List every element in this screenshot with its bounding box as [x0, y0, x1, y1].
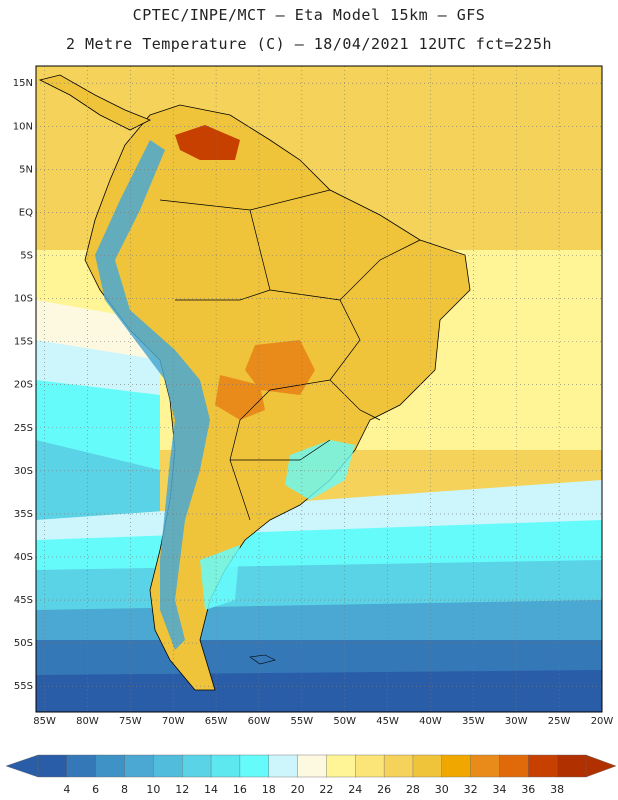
latitude-label: 25S	[14, 423, 33, 434]
falkland-islands	[249, 654, 276, 665]
longitude-label: 70W	[162, 716, 185, 727]
andes-cold-ridge	[95, 140, 210, 650]
longitude-labels: 85W 80W 75W 70W 65W 60W 55W 50W 45W 40W 35W 30W 25W 2…	[33, 716, 613, 727]
colorbar-tick-label: 38	[550, 783, 565, 796]
latitude-label: 5S	[20, 250, 33, 261]
colorbar-right-arrow	[585, 754, 617, 778]
colorbar-swatch	[528, 754, 558, 778]
latitude-label: 10S	[14, 294, 33, 305]
longitude-label: 50W	[333, 716, 356, 727]
colorbar-tick-label: 26	[377, 783, 392, 796]
longitude-label: 45W	[376, 716, 399, 727]
longitude-label: 40W	[419, 716, 442, 727]
latitude-label: 15N	[13, 78, 33, 89]
southern-brazil-cool-zone	[285, 440, 355, 500]
venezuela-hot-spot	[175, 125, 240, 160]
latitude-label: EQ	[19, 207, 33, 218]
south-cold-band-6	[36, 670, 602, 712]
latitude-label: 15S	[14, 337, 33, 348]
country-borders	[159, 189, 421, 521]
colorbar-swatch	[66, 754, 97, 778]
colorbar-swatch	[355, 754, 385, 778]
latitude-label: 50S	[14, 638, 33, 649]
latitude-labels: 15N 10N 5N EQ 5S 10S 15S 20S 25S 30S 35S 40S 45S 50S 5…	[13, 78, 33, 692]
colorbar-swatch	[412, 754, 443, 778]
colorbar-tick-label: 16	[232, 783, 247, 796]
colorbar-tick-label: 4	[63, 783, 71, 796]
colorbar-swatch	[37, 754, 68, 778]
colorbar-tick-label: 8	[121, 783, 129, 796]
colorbar-tick-label: 22	[319, 783, 334, 796]
longitude-label: 75W	[119, 716, 142, 727]
longitude-label: 20W	[591, 716, 614, 727]
map-field	[36, 66, 602, 712]
colorbar-swatch	[153, 754, 183, 778]
longitude-label: 80W	[76, 716, 99, 727]
colorbar-tick-label: 20	[290, 783, 305, 796]
colorbar-tick-label: 30	[434, 783, 449, 796]
colorbar-swatch	[268, 754, 299, 778]
longitude-label: 65W	[205, 716, 228, 727]
latitude-label: 45S	[14, 595, 33, 606]
colorbar-tick-label: 34	[492, 783, 507, 796]
map-frame	[35, 65, 603, 713]
longitude-label: 35W	[462, 716, 485, 727]
colorbar-swatch	[556, 754, 587, 778]
colorbar-swatch	[297, 754, 328, 778]
colorbar-tick-label: 36	[521, 783, 536, 796]
colorbar-tick-label: 28	[405, 783, 420, 796]
colorbar-swatch	[210, 754, 241, 778]
patagonia-cool-zone	[200, 545, 240, 610]
latitude-label: 20S	[14, 380, 33, 391]
colorbar-tick-label: 6	[92, 783, 100, 796]
colorbar-swatch	[326, 754, 356, 778]
longitude-label: 55W	[291, 716, 314, 727]
colorbar-swatch	[182, 754, 212, 778]
latitude-label: 5N	[19, 164, 33, 175]
colorbar-swatch	[499, 754, 530, 778]
colorbar	[5, 754, 617, 778]
map-title-line-1: CPTEC/INPE/MCT – Eta Model 15km – GFS	[132, 6, 486, 24]
colorbar-tick-label: 12	[175, 783, 190, 796]
colorbar-swatch	[95, 754, 126, 778]
longitude-label: 85W	[33, 716, 56, 727]
longitude-label: 60W	[248, 716, 271, 727]
longitude-label: 25W	[548, 716, 571, 727]
chaco-hot-zone	[215, 375, 265, 420]
map-title-line-2: 2 Metre Temperature (C) – 18/04/2021 12U…	[65, 35, 553, 53]
colorbar-swatch	[470, 754, 501, 778]
longitude-label: 30W	[505, 716, 528, 727]
latitude-label: 35S	[14, 509, 33, 520]
colorbar-swatch	[441, 754, 472, 778]
colorbar-tick-label: 14	[204, 783, 219, 796]
colorbar-tick-label: 18	[261, 783, 276, 796]
colorbar-tick-label: 10	[146, 783, 161, 796]
colorbar-tick-label: 24	[348, 783, 363, 796]
latitude-label: 40S	[14, 552, 33, 563]
central-america	[38, 74, 151, 131]
colorbar-swatch	[239, 754, 270, 778]
latitude-label: 10N	[13, 121, 33, 132]
colorbar-swatch	[124, 754, 155, 778]
colorbar-left-arrow	[5, 754, 39, 778]
latitude-label: 30S	[14, 466, 33, 477]
colorbar-swatch	[383, 754, 414, 778]
colorbar-tick-label: 32	[463, 783, 478, 796]
latitude-label: 55S	[14, 681, 33, 692]
central-brazil-hot-zone	[245, 340, 315, 395]
